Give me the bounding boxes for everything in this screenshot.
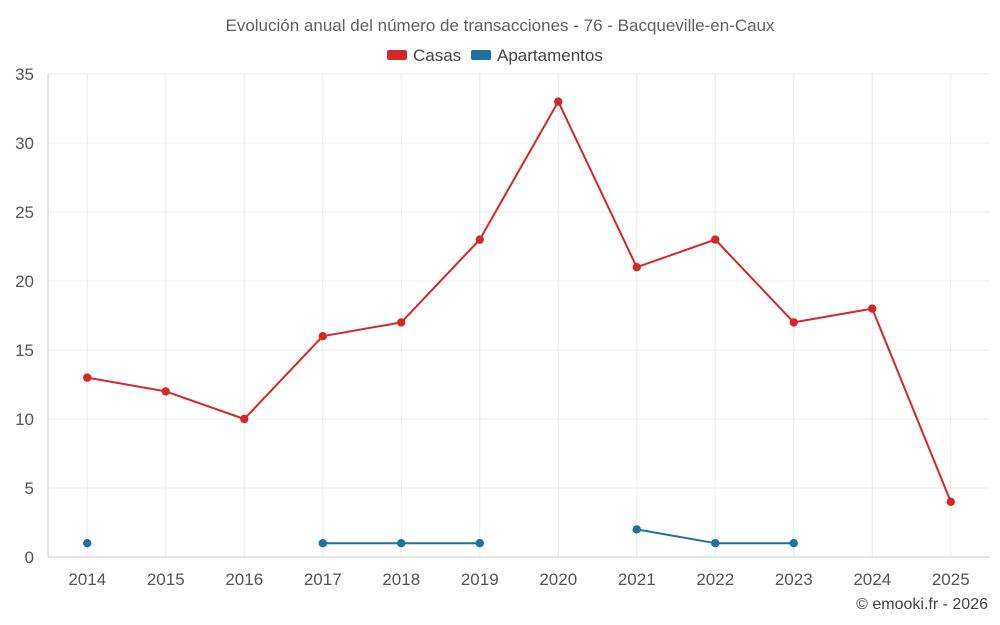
data-point-apartamentos-2019[interactable] [475, 539, 484, 548]
legend: Casas Apartamentos [387, 46, 603, 65]
data-point-casas-2016[interactable] [240, 414, 249, 424]
x-tick-label-2019: 2019 [461, 570, 499, 589]
data-point-casas-2023[interactable] [789, 318, 798, 327]
x-tick-label-2016: 2016 [225, 570, 263, 589]
data-point-casas-2021[interactable] [632, 263, 641, 272]
data-point-apartamentos-2017[interactable] [318, 539, 327, 548]
x-tick-label-2025: 2025 [932, 570, 970, 589]
data-point-casas-2020[interactable] [554, 97, 563, 106]
x-tick-label-2023: 2023 [775, 570, 813, 589]
data-point-casas-2024[interactable] [868, 304, 877, 313]
series-line-casas-0 [86, 100, 952, 503]
x-tick-label-2021: 2021 [618, 570, 656, 589]
x-tick-label-2014: 2014 [68, 570, 106, 589]
data-point-apartamentos-2014[interactable] [83, 539, 92, 548]
data-point-apartamentos-2023[interactable] [789, 539, 798, 548]
data-point-casas-2018[interactable] [397, 318, 406, 327]
y-tick-label-25: 25 [15, 203, 34, 222]
legend-label-apartamentos[interactable]: Apartamentos [497, 46, 603, 65]
chart-title: Evolución anual del número de transaccio… [225, 16, 775, 35]
grid [48, 73, 990, 557]
data-point-casas-2017[interactable] [318, 332, 327, 341]
data-point-apartamentos-2022[interactable] [711, 539, 720, 548]
legend-label-casas[interactable]: Casas [413, 46, 461, 65]
y-tick-label-5: 5 [25, 479, 34, 498]
y-tick-label-15: 15 [15, 341, 34, 360]
series-apartamentos [83, 525, 798, 548]
x-tick-label-2022: 2022 [696, 570, 734, 589]
y-tick-label-20: 20 [15, 272, 34, 291]
data-point-casas-2019[interactable] [475, 235, 484, 244]
series [83, 97, 955, 548]
y-tick-label-10: 10 [15, 410, 34, 429]
x-tick-label-2020: 2020 [539, 570, 577, 589]
data-point-casas-2015[interactable] [161, 387, 170, 396]
y-tick-label-30: 30 [15, 134, 34, 153]
data-point-apartamentos-2018[interactable] [397, 539, 406, 548]
data-point-casas-2014[interactable] [83, 373, 92, 382]
data-point-apartamentos-2021[interactable] [632, 525, 641, 534]
data-point-casas-2025[interactable] [946, 497, 955, 506]
y-tick-label-0: 0 [25, 548, 34, 567]
x-tick-label-2017: 2017 [304, 570, 342, 589]
credit-text: © emooki.fr - 2026 [856, 596, 988, 613]
data-point-casas-2022[interactable] [711, 235, 720, 244]
x-tick-label-2018: 2018 [382, 570, 420, 589]
legend-swatch-casas[interactable] [387, 50, 407, 60]
x-tick-label-2015: 2015 [147, 570, 185, 589]
legend-swatch-apartamentos[interactable] [471, 50, 491, 60]
x-tick-label-2024: 2024 [853, 570, 891, 589]
y-tick-label-35: 35 [15, 65, 34, 84]
series-casas [83, 97, 955, 506]
